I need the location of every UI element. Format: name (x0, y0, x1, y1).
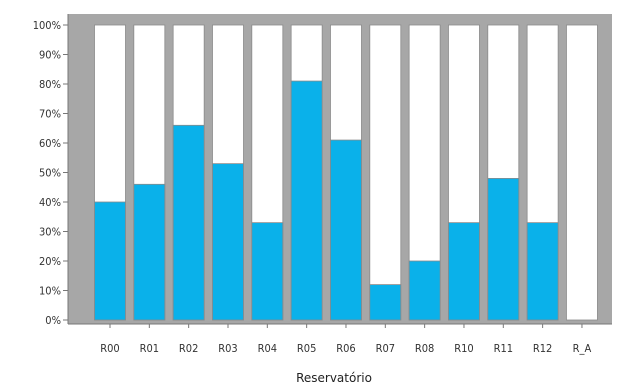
bar-fill (94, 201, 126, 321)
bar-fill (251, 222, 284, 321)
x-tick-label: R_A (573, 342, 592, 355)
bar-fill (408, 260, 441, 321)
bar-fill (330, 139, 362, 321)
bar-fill (448, 222, 480, 321)
y-tick-label: 90% (39, 49, 61, 62)
y-tick-label: 40% (39, 196, 61, 209)
y-tick-label: 80% (39, 78, 61, 91)
y-tick-label: 50% (39, 167, 61, 180)
x-tick-label: R03 (218, 342, 237, 355)
y-tick-label: 100% (33, 19, 61, 32)
x-tick-label: R08 (415, 342, 434, 355)
y-tick-label: 70% (39, 108, 61, 121)
bar-remainder (369, 24, 402, 321)
x-tick-label: R05 (297, 342, 316, 355)
x-axis-title: Reservatório (296, 371, 372, 385)
bar-fill (487, 177, 520, 321)
y-tick-label: 0% (45, 314, 61, 327)
x-tick-label: R06 (336, 342, 355, 355)
x-tick-label: R00 (100, 342, 119, 355)
y-axis: 0% 10% 20% 30% 40% 50% 60% 70% 80% 90% 100% (33, 14, 69, 327)
bar-remainder (566, 24, 598, 321)
x-axis: R00 R01 R02 R03 R04 R05 R06 R07 R08 R10 R11 R12 R_A (68, 323, 612, 355)
bar-fill (290, 80, 323, 321)
x-tick-label: R02 (179, 342, 198, 355)
x-tick-label: R10 (454, 342, 473, 355)
x-tick-label: R11 (494, 342, 513, 355)
bar-fill (369, 284, 402, 321)
x-tick-label: R07 (376, 342, 395, 355)
bar-fill (526, 222, 559, 321)
bar-fill (172, 124, 205, 321)
x-tick-label: R12 (533, 342, 552, 355)
bar-fill (212, 163, 244, 321)
x-tick-label: R04 (258, 342, 277, 355)
y-tick-label: 60% (39, 137, 61, 150)
bar-fill (133, 183, 166, 321)
bars-group (94, 24, 598, 321)
x-tick-label: R01 (140, 342, 159, 355)
y-tick-label: 20% (39, 255, 61, 268)
y-tick-label: 10% (39, 285, 61, 298)
y-tick-label: 30% (39, 226, 61, 239)
